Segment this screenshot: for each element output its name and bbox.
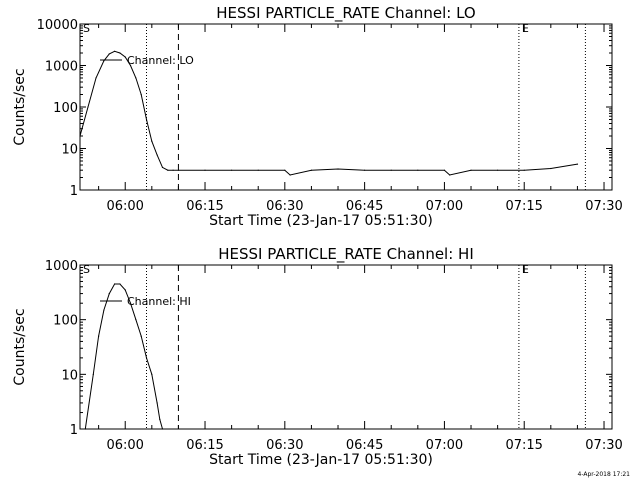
data-point	[177, 169, 180, 171]
plot-frame	[79, 264, 613, 430]
data-point	[108, 53, 110, 55]
data-point	[364, 169, 366, 171]
y-tick-label: 10	[61, 368, 78, 383]
series-line	[84, 283, 163, 430]
data-point	[140, 335, 142, 337]
marker-label-e: E	[522, 22, 529, 35]
data-point	[135, 319, 137, 321]
x-tick-label: 06:00	[106, 199, 143, 214]
x-tick-label: 06:15	[186, 438, 223, 453]
data-point	[113, 50, 116, 52]
data-point	[204, 169, 206, 171]
data-point	[417, 169, 419, 171]
data-point	[129, 302, 132, 304]
y-tick-label: 10000	[37, 18, 78, 33]
marker-label-s: S	[83, 22, 90, 35]
data-point	[159, 418, 161, 420]
data-point	[231, 169, 233, 171]
data-point	[523, 169, 525, 171]
data-point	[289, 174, 291, 176]
data-point	[310, 169, 313, 171]
x-tick-label: 07:30	[585, 438, 622, 453]
chart-title: HESSI PARTICLE_RATE Channel: HI	[218, 245, 474, 264]
marker-label-e: E	[522, 263, 529, 276]
data-point	[145, 118, 148, 121]
data-point	[156, 402, 158, 404]
x-tick-label: 07:30	[585, 199, 622, 214]
x-tick-label: 07:15	[505, 199, 542, 214]
data-point	[337, 168, 339, 170]
data-point	[135, 77, 137, 79]
x-tick-label: 06:00	[106, 438, 143, 453]
chart-panel-1: HESSI PARTICLE_RATE Channel: LO 1 10 100 100…	[12, 4, 623, 229]
data-point	[172, 169, 174, 171]
y-axis-label: Counts/sec	[12, 308, 28, 385]
data-point	[161, 428, 164, 430]
footer-timestamp: 4-Apr-2018 17:21	[577, 471, 630, 478]
data-point	[103, 309, 105, 311]
data-point	[156, 154, 158, 156]
x-tick-label: 06:15	[186, 199, 223, 214]
y-tick-label: 1	[70, 184, 78, 199]
data-point	[390, 169, 392, 171]
data-point	[113, 283, 116, 285]
x-axis-label: Start Time (23-Jan-17 05:51:30)	[209, 452, 433, 468]
data-point	[145, 357, 148, 359]
data-point	[124, 289, 126, 291]
data-point	[95, 77, 97, 79]
y-tick-label: 100	[53, 314, 78, 329]
data-point	[161, 166, 164, 169]
chart-title: HESSI PARTICLE_RATE Channel: LO	[216, 4, 475, 23]
data-point	[449, 174, 451, 176]
legend-label: Channel: HI	[127, 295, 191, 308]
data-point	[92, 373, 94, 375]
data-point	[151, 140, 153, 142]
marker-label-s: S	[83, 263, 90, 276]
x-tick-label: 06:45	[346, 438, 383, 453]
data-point	[124, 56, 126, 58]
data-point	[119, 283, 121, 285]
data-point	[98, 335, 100, 337]
y-tick-label: 100	[53, 101, 78, 116]
x-tick-label: 06:30	[266, 438, 303, 453]
data-point	[257, 169, 259, 171]
data-point	[119, 52, 121, 54]
data-point	[284, 169, 286, 171]
chart-panel-2: HESSI PARTICLE_RATE Channel: HI 1 10 100 100…	[12, 245, 623, 468]
data-point	[497, 169, 499, 171]
data-point	[129, 64, 132, 67]
x-tick-label: 06:30	[266, 199, 303, 214]
y-tick-label: 1	[70, 423, 78, 438]
data-point	[84, 428, 86, 430]
data-point	[151, 373, 153, 375]
y-tick-label: 1000	[45, 259, 78, 274]
y-tick-label: 1000	[45, 60, 78, 75]
series-line	[79, 50, 578, 176]
x-tick-label: 06:45	[346, 199, 383, 214]
x-axis-label: Start Time (23-Jan-17 05:51:30)	[209, 213, 433, 229]
data-point	[79, 135, 81, 137]
data-point	[443, 169, 446, 171]
x-tick-label: 07:00	[426, 438, 463, 453]
data-point	[167, 169, 169, 171]
legend-label: Channel: LO	[127, 54, 194, 67]
data-point	[470, 169, 472, 171]
data-point	[140, 93, 142, 96]
data-point	[576, 163, 579, 165]
y-axis-label: Counts/sec	[12, 68, 28, 145]
x-tick-label: 07:15	[505, 438, 542, 453]
y-tick-label: 10	[61, 143, 78, 158]
data-point	[550, 167, 552, 170]
data-point	[108, 292, 110, 295]
data-point	[87, 106, 89, 108]
x-tick-label: 07:00	[426, 199, 463, 214]
plot-frame	[79, 23, 613, 191]
